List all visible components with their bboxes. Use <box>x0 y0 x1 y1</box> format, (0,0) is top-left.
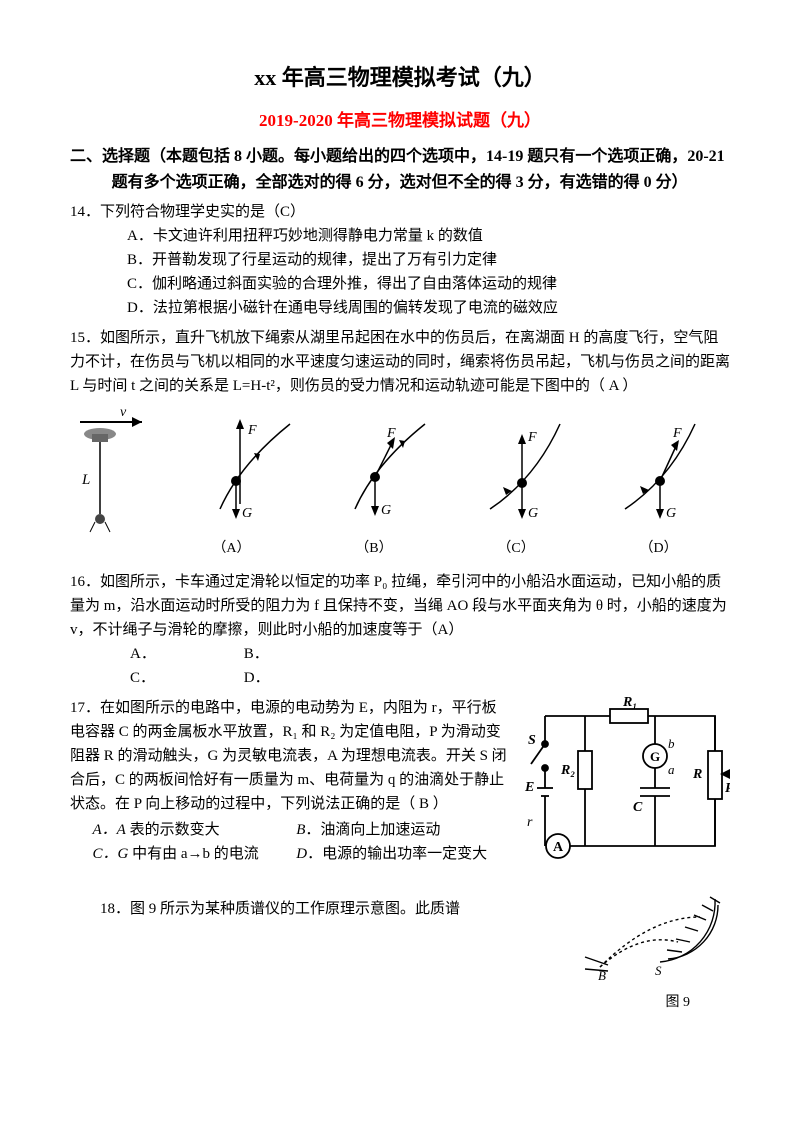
q15-cap-c: （C） <box>497 538 534 560</box>
question-15: 15．如图所示，直升飞机放下绳索从湖里吊起困在水中的伤员后，在离湖面 H 的高度… <box>70 326 730 398</box>
page-title: xx 年高三物理模拟考试（九） <box>70 60 730 95</box>
q14-opt-a: A．卡文迪许利用扭秤巧妙地测得静电力常量 k 的数值 <box>127 224 730 248</box>
q14-opt-c: C．伽利略通过斜面实验的合理外推，得出了自由落体运动的规律 <box>127 272 730 296</box>
q16-opt-c: C． <box>130 666 240 690</box>
q15-diagrams: v L F G F <box>70 404 730 534</box>
panelD-G: G <box>666 506 676 521</box>
q15-stem: 15．如图所示，直升飞机放下绳索从湖里吊起困在水中的伤员后，在离湖面 H 的高度… <box>70 326 730 398</box>
circ-b: b <box>668 736 675 751</box>
circ-r: r <box>527 815 533 830</box>
circ-R2: R₂ <box>560 763 575 778</box>
q15-cap-d: （D） <box>639 538 677 560</box>
panelB-G: G <box>381 503 391 518</box>
q15-cap-b: （B） <box>355 538 392 560</box>
page-subtitle: 2019-2020 年高三物理模拟试题（九） <box>70 107 730 134</box>
massspec-B: B <box>598 968 606 982</box>
massspec-S: S <box>655 963 662 978</box>
q15-figure-row: v L F G F <box>70 404 730 560</box>
panelD-F: F <box>672 426 682 441</box>
panelA-F: F <box>247 423 257 438</box>
q16-opt-b: B． <box>244 642 354 666</box>
section-header: 二、选择题（本题包括 8 小题。每小题给出的四个选项中，14-19 题只有一个选… <box>70 144 730 195</box>
circ-R1: R₁ <box>622 696 637 710</box>
q17-opt-c: C．G 中有由 a→b 的电流 <box>93 842 293 866</box>
panelC-G: G <box>528 506 538 521</box>
question-14: 14．下列符合物理学史实的是（C） A．卡文迪许利用扭秤巧妙地测得静电力常量 k… <box>70 200 730 320</box>
q17-circuit: R₁ S E r A R₂ G b a C R P <box>515 696 730 879</box>
circ-R: R <box>692 767 702 782</box>
q15-cap-a: （A） <box>212 538 250 560</box>
question-16: 16．如图所示，卡车通过定滑轮以恒定的功率 P₀ 拉绳，牵引河中的小船沿水面运动… <box>70 570 730 690</box>
heli-L-label: L <box>81 472 90 488</box>
panelA-G: G <box>242 506 252 521</box>
q14-opt-d: D．法拉第根据小磁针在通电导线周围的偏转发现了电流的磁效应 <box>127 296 730 320</box>
panelC-F: F <box>527 430 537 445</box>
circ-G: G <box>650 749 660 764</box>
question-17: R₁ S E r A R₂ G b a C R P 17．在如图所示的电路中，电… <box>70 696 730 879</box>
q17-opt-a: A．A 表的示数变大 <box>93 818 293 842</box>
circ-P: P <box>725 781 730 796</box>
q16-opt-d: D． <box>244 666 354 690</box>
circ-A: A <box>553 840 564 855</box>
circ-C: C <box>633 800 643 815</box>
circ-E: E <box>524 780 534 795</box>
panelB-F: F <box>386 426 396 441</box>
q18-figure: B S <box>560 887 730 990</box>
q18-fig-label: 图 9 <box>70 992 730 1014</box>
circ-S: S <box>528 733 536 748</box>
q17-opt-b: B．油滴向上加速运动 <box>296 822 440 838</box>
q14-stem: 14．下列符合物理学史实的是（C） <box>70 200 730 224</box>
q17-opt-d: D．电源的输出功率一定变大 <box>296 846 487 862</box>
q16-opt-a: A． <box>130 642 240 666</box>
q16-stem: 16．如图所示，卡车通过定滑轮以恒定的功率 P₀ 拉绳，牵引河中的小船沿水面运动… <box>70 570 730 642</box>
q14-opt-b: B．开普勒发现了行星运动的规律，提出了万有引力定律 <box>127 248 730 272</box>
question-18: B S 18．图 9 所示为某种质谱仪的工作原理示意图。此质谱 图 9 <box>70 897 730 1014</box>
circ-a: a <box>668 762 675 777</box>
heli-v-label: v <box>120 405 127 420</box>
